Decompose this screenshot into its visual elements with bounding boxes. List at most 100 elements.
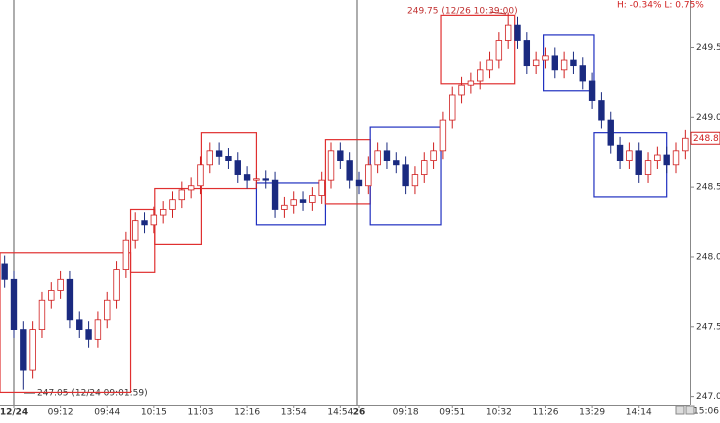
candle-body	[48, 290, 55, 301]
candle-body	[150, 214, 158, 226]
candle-body	[588, 80, 596, 101]
candle-body	[76, 319, 83, 330]
zoom-button[interactable]	[675, 405, 685, 415]
candle-body	[383, 150, 391, 162]
candle-body	[560, 59, 568, 71]
candle-body	[122, 239, 130, 270]
candle-body	[243, 174, 251, 181]
x-end-label: 15:06	[693, 407, 719, 417]
candle-body	[159, 209, 167, 216]
low-annotation: 247.05 (12/24 09:01:59)	[37, 389, 148, 399]
candle-body	[38, 299, 46, 330]
candle-body	[178, 189, 186, 201]
candle-body	[346, 160, 353, 181]
x-tick-label: 14:54	[327, 408, 353, 418]
candle-body	[616, 144, 624, 162]
candle-body	[57, 278, 64, 291]
y-tick-label: 249.5	[696, 43, 720, 53]
candle-body	[141, 220, 148, 226]
y-tick-label: 248.0	[696, 252, 720, 262]
candle-body	[85, 329, 92, 340]
candle-body	[290, 199, 297, 206]
last-price-box	[690, 131, 720, 145]
candle-body	[234, 160, 241, 175]
candle-body	[579, 65, 586, 82]
x-tick-label: 26	[353, 408, 366, 418]
candle-body	[225, 156, 232, 162]
candle-body	[187, 185, 195, 191]
candle-body	[635, 150, 642, 175]
candle-body	[411, 174, 419, 187]
zoom-button[interactable]	[685, 405, 695, 415]
candle-body	[495, 40, 503, 61]
candle-body	[299, 199, 307, 203]
candle-body	[29, 329, 36, 371]
range-box	[440, 14, 516, 85]
candle-body	[309, 195, 316, 203]
candle-body	[682, 137, 689, 152]
candle-body	[374, 150, 381, 166]
candle-body	[206, 150, 213, 166]
candle-body	[532, 59, 540, 67]
candle-body	[477, 69, 484, 82]
candle-body	[20, 329, 27, 371]
candle-body	[66, 278, 74, 321]
candle-body	[402, 164, 409, 187]
candle-body	[262, 178, 269, 181]
y-tick-label: 247.5	[696, 322, 720, 332]
x-tick-label: 14:14	[626, 408, 652, 418]
candle-body	[132, 220, 139, 241]
candle-body	[1, 263, 8, 280]
candle-body	[104, 299, 111, 321]
candle-body	[281, 204, 288, 210]
candle-body	[570, 59, 577, 67]
candle-body	[663, 154, 670, 166]
candle-body	[551, 55, 558, 71]
candle-body	[197, 164, 204, 187]
y-tick-label: 249.0	[696, 113, 720, 123]
candle-body	[113, 269, 120, 301]
y-tick-label: 248.5	[696, 183, 720, 193]
candle-body	[355, 179, 363, 187]
candle-body	[215, 150, 223, 157]
candle-body	[430, 150, 437, 162]
candle-body	[458, 84, 465, 96]
last-price-label: 248.85	[693, 134, 720, 144]
range-box	[543, 34, 595, 92]
candle-body	[504, 24, 512, 41]
candle-body	[327, 150, 335, 181]
candle-body	[271, 179, 279, 210]
candle-body	[514, 24, 521, 41]
candle-body	[94, 319, 102, 340]
x-tick-label: 10:32	[486, 408, 512, 418]
x-tick-label: 11:26	[533, 408, 559, 418]
y-tick-label: 247.0	[696, 392, 720, 402]
candle-body	[10, 278, 18, 330]
candle-body	[644, 160, 652, 175]
x-tick-label: 13:29	[579, 408, 605, 418]
candle-body	[598, 100, 605, 121]
candle-body	[337, 150, 344, 162]
annotation-arrow	[489, 11, 507, 15]
candle-body	[365, 164, 372, 187]
candle-body	[626, 150, 633, 162]
high-annotation: 249.75 (12/26 10:39:00)	[407, 7, 518, 17]
x-tick-label: 12:16	[234, 408, 260, 418]
x-tick-label: 13:54	[281, 408, 307, 418]
x-tick-label: 09:18	[393, 408, 419, 418]
candle-body	[607, 119, 614, 146]
x-tick-label: 09:12	[48, 408, 74, 418]
x-tick-label: 09:51	[439, 408, 465, 418]
x-tick-label: 10:15	[141, 408, 167, 418]
candle-body	[253, 178, 260, 181]
range-box	[200, 132, 258, 190]
candle-body	[542, 55, 549, 61]
candle-body	[523, 40, 531, 67]
candle-body	[654, 154, 661, 162]
candle-body	[393, 160, 400, 166]
candle-body	[672, 150, 680, 166]
range-box	[0, 252, 132, 394]
candle-body	[421, 160, 428, 175]
